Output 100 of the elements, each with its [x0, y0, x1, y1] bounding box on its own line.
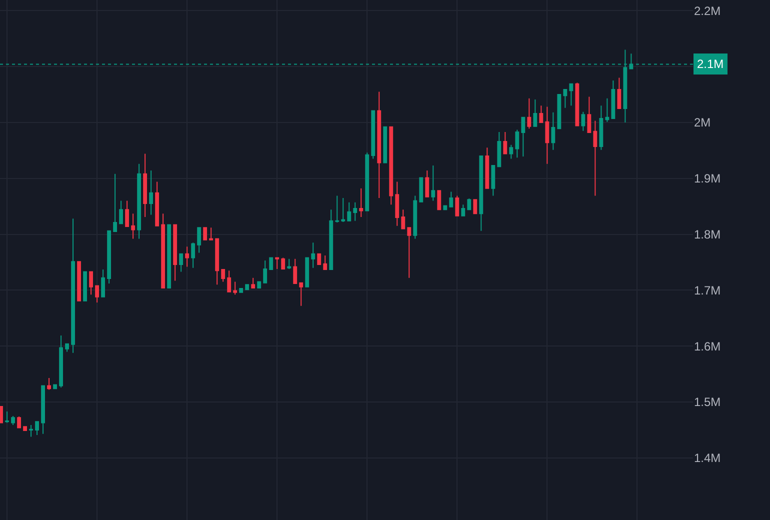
- candlestick: [509, 144, 514, 160]
- candlestick: [371, 110, 376, 160]
- candlestick: [395, 181, 400, 226]
- y-tick-label: 2M: [694, 116, 711, 130]
- candlestick: [203, 227, 208, 240]
- y-tick-label: 1.6M: [694, 339, 721, 354]
- candlestick: [233, 281, 238, 296]
- y-tick-label: 1.9M: [694, 172, 721, 186]
- y-tick-label: 1.8M: [694, 227, 721, 242]
- candlestick: [221, 269, 226, 282]
- candlestick: [173, 224, 178, 282]
- candlestick: [245, 284, 250, 290]
- candlestick: [533, 99, 538, 127]
- candlestick: [269, 257, 274, 270]
- candlestick: [551, 112, 556, 150]
- candlestick: [143, 153, 148, 218]
- candlestick: [599, 105, 604, 150]
- candlestick: [137, 163, 142, 240]
- candlestick: [281, 257, 286, 270]
- candlestick: [359, 188, 364, 218]
- candlestick: [65, 343, 70, 352]
- candlestick: [491, 165, 496, 196]
- candlestick: [215, 238, 220, 286]
- candlestick: [101, 269, 106, 298]
- candlestick: [89, 271, 94, 296]
- candlestick: [107, 230, 112, 284]
- candlestick: [287, 258, 292, 270]
- candlestick: [317, 253, 322, 265]
- candlestick: [239, 288, 244, 293]
- candlestick: [389, 126, 394, 206]
- candlestick: [179, 253, 184, 272]
- candlestick: [161, 213, 166, 288]
- candlestick: [323, 255, 328, 270]
- candlestick: [71, 218, 76, 354]
- candlestick: [299, 282, 304, 306]
- y-tick-label: 1.5M: [694, 395, 721, 410]
- candlestick: [17, 416, 21, 428]
- candlestick: [443, 205, 448, 210]
- candlestick: [131, 213, 136, 240]
- candlestick: [611, 80, 616, 120]
- candlestick: [95, 285, 100, 303]
- candlestick: [497, 131, 502, 168]
- candlestick: [575, 82, 580, 126]
- candlestick: [569, 83, 574, 106]
- candlestick: [209, 227, 214, 240]
- candlestick: [617, 77, 622, 109]
- candlestick: [335, 195, 340, 224]
- candlestick: [23, 426, 27, 432]
- candlestick: [59, 334, 64, 388]
- candlestick: [197, 227, 202, 254]
- candlestick: [413, 195, 418, 240]
- candlestick: [527, 98, 532, 130]
- candlestick: [311, 242, 316, 268]
- candlestick: [275, 257, 280, 270]
- candlestick: [515, 129, 520, 158]
- candlestick: [185, 246, 190, 268]
- candlestick: [581, 111, 586, 132]
- candlestick: [437, 190, 442, 210]
- candlestick: [407, 227, 412, 278]
- candlestick: [11, 416, 15, 426]
- candlestick: [341, 197, 346, 222]
- candlestick: [467, 198, 472, 210]
- candlestick: [365, 152, 370, 212]
- y-tick-label: 1.4M: [694, 451, 721, 466]
- candlestick: [431, 165, 436, 202]
- candlestick: [47, 377, 51, 390]
- candlestick: [521, 116, 526, 158]
- candlestick: [455, 195, 460, 216]
- candlestick: [155, 181, 160, 226]
- candlestick: [587, 96, 592, 134]
- y-tick-label: 2.2M: [694, 4, 721, 18]
- candlestick: [83, 271, 88, 302]
- candlestick: [449, 191, 454, 208]
- candlestick: [149, 170, 154, 216]
- candlestick: [251, 277, 256, 288]
- candlestick: [485, 147, 490, 189]
- ref-line-label: 2.1M: [697, 57, 724, 71]
- candlestick: [305, 257, 310, 288]
- candlestick: [503, 131, 508, 154]
- candlestick: [377, 91, 382, 198]
- candlestick: [119, 200, 124, 224]
- candlestick: [539, 105, 544, 123]
- candlestick: [353, 202, 358, 222]
- candlestick: [347, 202, 352, 222]
- candlestick: [41, 385, 45, 434]
- candlestick: [53, 384, 57, 390]
- candlestick: [5, 411, 9, 424]
- candlestick: [563, 88, 568, 108]
- y-tick-label: 1.7M: [694, 283, 721, 298]
- candlestick: [593, 120, 598, 196]
- candlestick: [479, 156, 484, 232]
- candlestick: [329, 209, 334, 270]
- candlestick: [557, 94, 562, 130]
- candlestick: [605, 98, 610, 122]
- candlestick: [0, 406, 3, 424]
- candlestick: [419, 177, 424, 202]
- candlestick: [425, 170, 430, 198]
- candlestick: [227, 270, 232, 292]
- candlestick: [263, 260, 268, 284]
- candlestick: [167, 224, 172, 288]
